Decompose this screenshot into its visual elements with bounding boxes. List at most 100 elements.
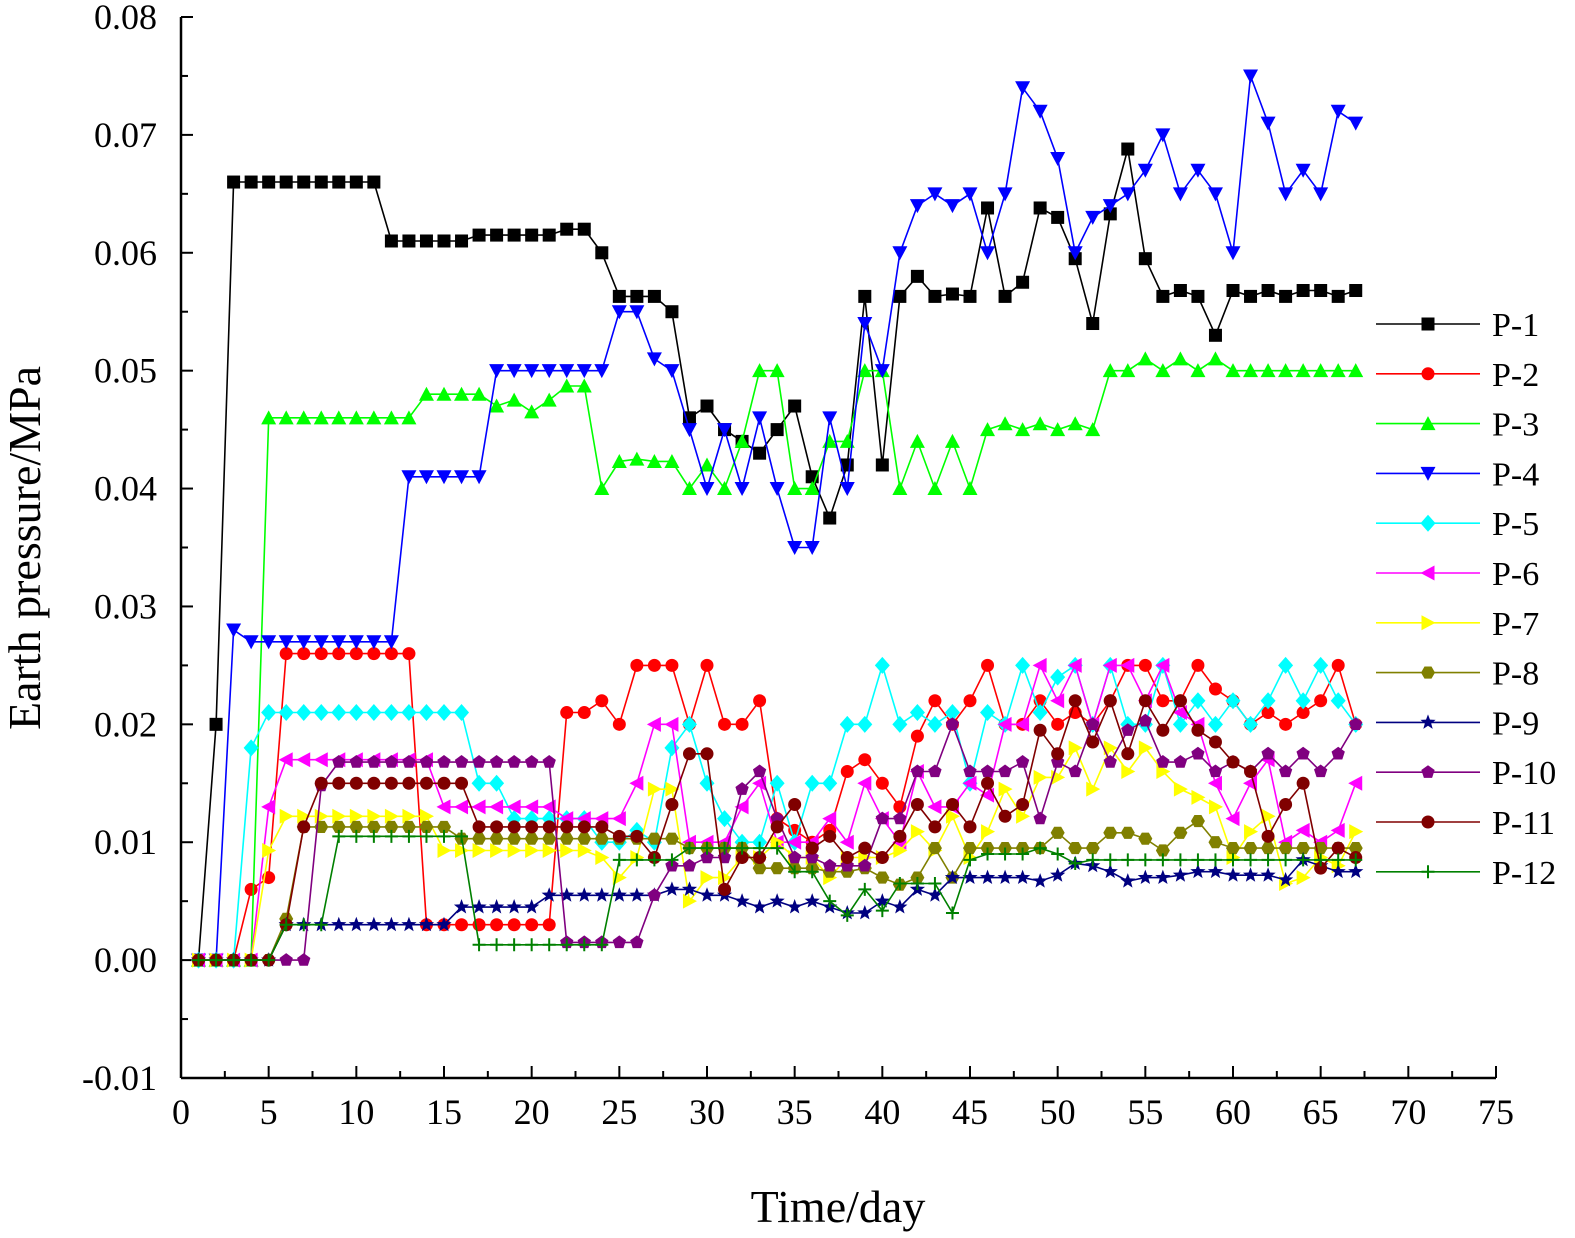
data-point <box>1260 363 1276 378</box>
data-point <box>1137 163 1153 178</box>
data-point <box>735 717 749 731</box>
data-point <box>244 882 258 896</box>
data-point <box>226 623 242 638</box>
data-point <box>490 820 504 834</box>
data-point <box>506 899 522 914</box>
data-point <box>1121 747 1135 761</box>
data-point <box>979 869 996 885</box>
data-point <box>437 755 451 768</box>
data-point <box>1103 694 1117 708</box>
data-point <box>998 809 1012 823</box>
data-point <box>313 635 329 650</box>
legend-item: P-11 <box>1376 805 1555 842</box>
data-point <box>418 386 434 401</box>
data-point <box>963 853 977 867</box>
data-point <box>576 887 592 902</box>
data-point <box>366 820 381 833</box>
data-point <box>1121 763 1136 779</box>
data-point <box>297 953 311 966</box>
data-point <box>1226 842 1240 855</box>
data-point <box>858 753 872 767</box>
data-point <box>1331 746 1345 760</box>
data-point <box>944 199 960 214</box>
data-point <box>594 887 610 902</box>
data-point <box>1330 863 1346 879</box>
x-tick-label: 60 <box>1215 1092 1251 1132</box>
data-point <box>647 289 661 303</box>
data-point <box>735 851 749 865</box>
data-point <box>507 918 521 932</box>
data-point <box>314 918 328 932</box>
data-point <box>875 851 889 865</box>
data-point <box>278 635 294 650</box>
data-point <box>1102 363 1118 378</box>
data-point <box>718 841 732 855</box>
data-point <box>717 423 733 438</box>
data-point <box>1191 853 1205 867</box>
data-point <box>629 451 645 466</box>
data-point <box>367 776 381 790</box>
data-point <box>595 246 609 260</box>
data-point <box>928 289 942 303</box>
data-point <box>787 834 802 850</box>
data-point <box>822 774 838 792</box>
data-point <box>454 755 469 768</box>
data-point <box>927 887 943 902</box>
data-point <box>1086 317 1100 331</box>
legend-item: P-4 <box>1376 456 1539 493</box>
data-point <box>647 888 662 901</box>
data-point <box>1138 252 1152 266</box>
data-point <box>1173 826 1188 839</box>
data-point <box>910 729 924 743</box>
data-point <box>910 876 924 890</box>
data-point <box>455 234 469 248</box>
data-point <box>384 647 398 661</box>
data-point <box>681 423 697 438</box>
data-point <box>489 832 504 845</box>
data-point <box>630 658 644 672</box>
data-point <box>805 865 819 879</box>
data-point <box>401 916 417 932</box>
data-point <box>822 411 838 426</box>
data-point <box>875 811 889 825</box>
data-point <box>998 781 1013 797</box>
data-point <box>857 317 873 332</box>
data-point <box>524 799 539 815</box>
y-tick-label: 0.02 <box>94 704 157 744</box>
data-point <box>383 410 399 425</box>
data-point <box>753 841 767 855</box>
series-P-3 <box>191 351 1364 967</box>
data-point <box>963 820 977 834</box>
data-point <box>297 175 311 189</box>
data-point <box>1226 284 1240 298</box>
data-point <box>874 893 890 908</box>
data-point <box>296 410 312 425</box>
data-point <box>1243 363 1259 378</box>
data-point <box>279 918 293 932</box>
data-point <box>962 481 978 496</box>
data-point <box>1156 755 1170 768</box>
data-point <box>1295 163 1311 178</box>
data-point <box>367 808 382 824</box>
data-point <box>646 716 661 732</box>
legend-label: P-6 <box>1492 556 1539 593</box>
data-point <box>455 842 470 858</box>
data-point <box>1102 657 1117 673</box>
data-point <box>576 378 592 393</box>
data-point <box>629 775 644 791</box>
data-point <box>1261 746 1275 760</box>
y-tick-label: -0.01 <box>82 1058 157 1098</box>
data-point <box>734 482 750 497</box>
data-point <box>1208 853 1222 867</box>
data-point <box>839 433 855 448</box>
data-point <box>524 364 540 379</box>
data-point <box>1295 363 1311 378</box>
data-point <box>279 175 293 189</box>
data-point <box>1103 755 1117 768</box>
data-point <box>700 658 714 672</box>
data-point <box>1421 317 1435 331</box>
data-point <box>1208 682 1222 696</box>
data-point <box>1296 776 1310 790</box>
data-point <box>753 446 767 460</box>
data-point <box>192 953 206 967</box>
